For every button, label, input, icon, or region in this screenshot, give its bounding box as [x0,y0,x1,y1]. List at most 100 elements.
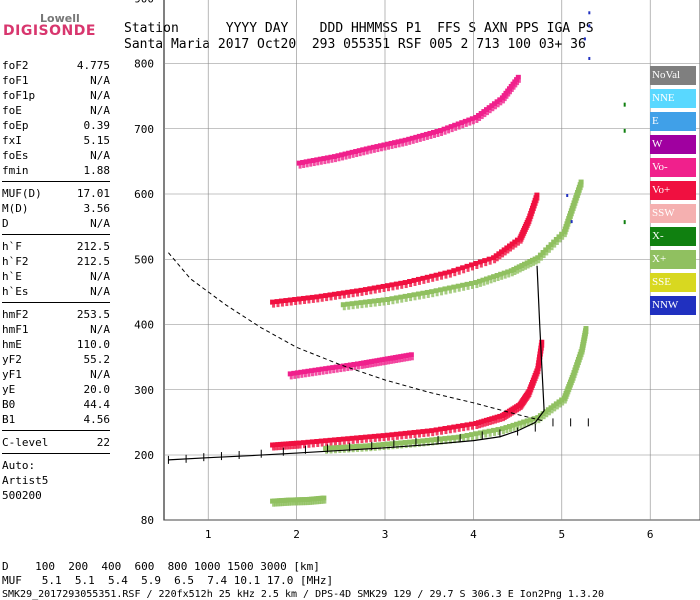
echo-point [503,275,507,279]
echo-point [342,307,346,311]
echo-point [579,187,583,191]
echo-point [301,440,307,446]
echo-point [274,447,278,451]
echo-point [577,182,583,188]
echo-point [382,288,386,292]
echo-point [498,271,504,277]
param-value: N/A [90,89,110,102]
echo-point [543,409,549,415]
echo-point [484,417,490,423]
echo-point [570,203,576,209]
x-tick-label: 2 [293,528,300,541]
echo-point [300,374,304,378]
echo-point [491,255,497,261]
echo-point [517,408,521,412]
echo-point [574,202,578,206]
echo-point [296,502,300,506]
param-name: foF1p [2,89,36,102]
echo-point [475,285,479,289]
echo-point [278,298,284,304]
echo-point [445,125,451,131]
echo-point [417,281,421,285]
echo-point [378,447,382,451]
echo-point [321,371,325,375]
echo-point [484,276,490,282]
echo-point [455,434,461,440]
echo-point [285,303,289,307]
echo-point [298,502,302,506]
echo-point [500,276,504,280]
echo-point [272,503,276,507]
echo-point [362,152,366,156]
echo-point [373,290,377,294]
echo-point [383,147,387,151]
echo-point [466,286,470,290]
echo-point [376,149,380,153]
echo-point [369,448,373,452]
echo-point [278,441,284,447]
echo-point [576,184,582,190]
echo-point [530,203,536,209]
echo-point [364,304,368,308]
echo-point [291,440,297,446]
echo-point [526,216,532,222]
echo-point [565,395,569,399]
legend-item: E [650,112,696,131]
echo-point [435,277,439,281]
echo-point [325,298,329,302]
echo-point [578,349,584,355]
echo-point [289,376,293,380]
echo-point [539,257,543,261]
echo-point [298,301,302,305]
echo-point [400,299,404,303]
echo-point [413,282,417,286]
y-tick-label: 600 [134,188,154,201]
echo-point [336,437,342,443]
echo-point [535,415,541,421]
param-row: hmE 110.0 [2,337,110,352]
echo-point [333,159,337,163]
echo-point [283,298,289,304]
echo-point [566,393,570,397]
echo-point [376,442,382,448]
param-value: 212.5 [76,255,110,268]
param-row: yF2 55.2 [2,352,110,367]
echo-point [296,440,302,446]
echo-point [407,293,413,299]
echo-point [429,289,435,295]
param-value: 20.0 [83,383,111,396]
echo-point [497,432,501,436]
echo-point [572,208,576,212]
echo-point [336,444,342,450]
echo-point [355,154,359,158]
echo-point [512,239,518,245]
echo-point [385,441,390,447]
echo-point [521,236,525,240]
echo-point [358,360,364,366]
electron-density-profile [168,265,545,461]
echo-point [389,296,395,302]
echo-point [417,296,421,300]
echo-point [369,439,373,443]
echo-point [371,364,375,368]
echo-point [293,375,297,379]
echo-point [402,430,408,436]
echo-point [529,257,535,263]
echo-point [356,366,360,370]
echo-point [460,265,466,271]
param-value: N/A [90,217,110,230]
echo-point [488,433,492,437]
echo-point [528,394,532,398]
echo-point [524,230,528,234]
echo-point [555,241,559,245]
echo-point [409,298,413,302]
echo-point [380,441,386,447]
echo-point [570,213,574,217]
echo-point [347,441,351,445]
echo-point [486,417,492,423]
param-name: C-level [2,436,49,449]
echo-point [385,297,390,303]
echo-point [454,127,458,131]
echo-point [478,419,484,425]
echo-point [390,145,394,149]
